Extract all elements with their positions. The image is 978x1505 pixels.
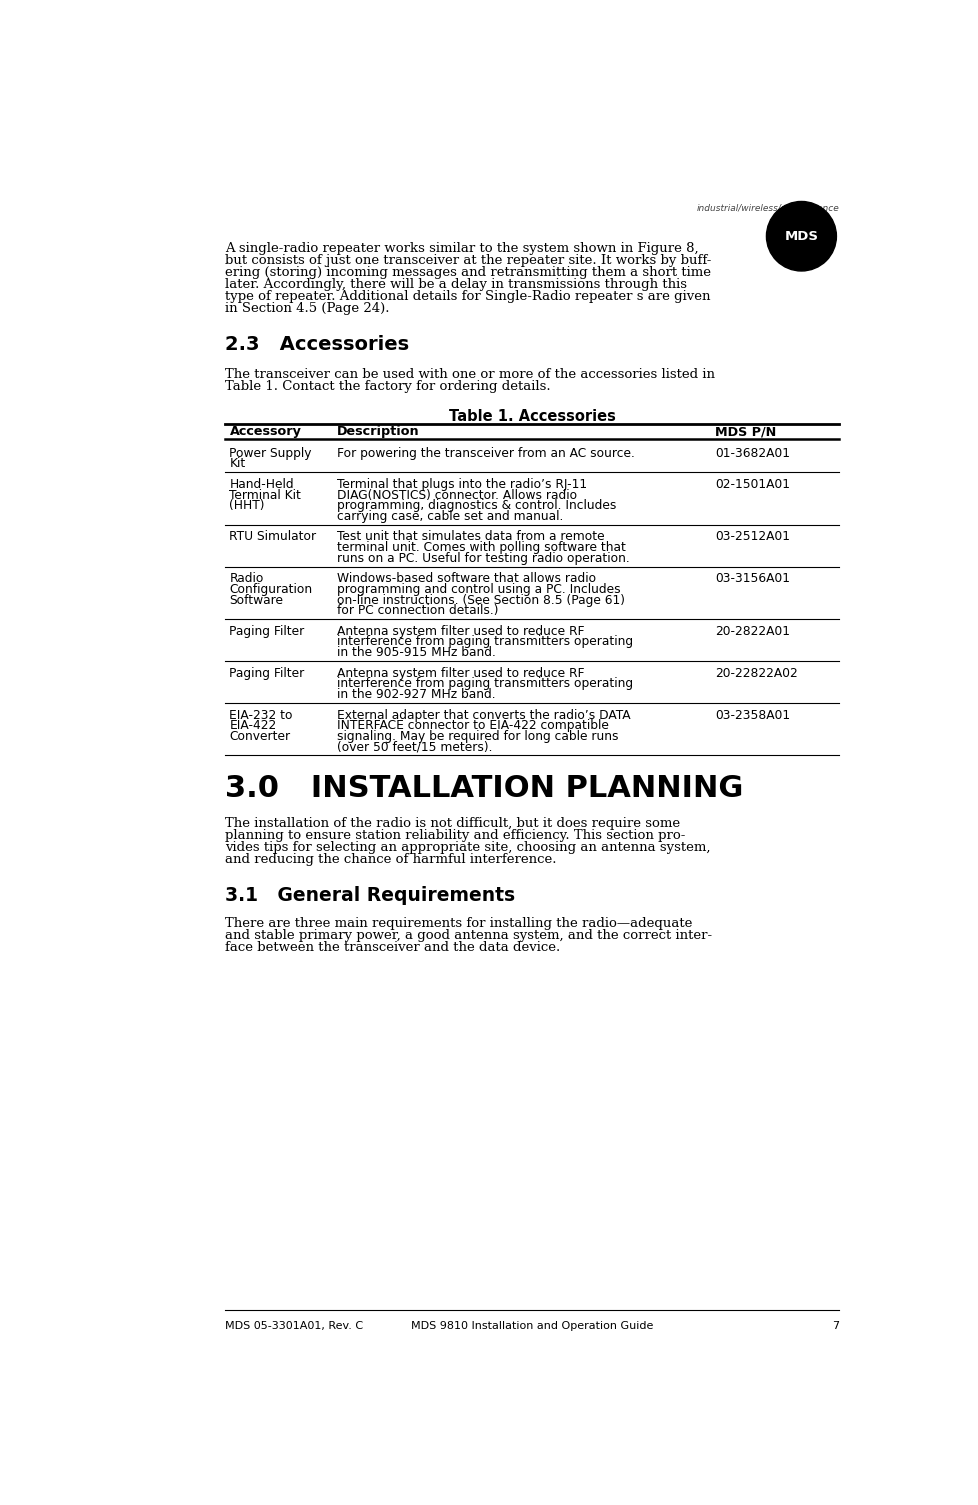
Text: Accessory: Accessory	[229, 426, 301, 438]
Text: vides tips for selecting an appropriate site, choosing an antenna system,: vides tips for selecting an appropriate …	[225, 841, 710, 853]
Text: 01-3682A01: 01-3682A01	[714, 447, 789, 459]
Text: programming, diagnostics & control. Includes: programming, diagnostics & control. Incl…	[336, 500, 616, 512]
Text: Converter: Converter	[229, 730, 290, 743]
Text: 03-3156A01: 03-3156A01	[714, 572, 789, 585]
Text: runs on a PC. Useful for testing radio operation.: runs on a PC. Useful for testing radio o…	[336, 552, 629, 564]
Text: (HHT): (HHT)	[229, 500, 265, 512]
Text: ering (storing) incoming messages and retransmitting them a short time: ering (storing) incoming messages and re…	[225, 266, 710, 278]
Text: 02-1501A01: 02-1501A01	[714, 479, 789, 491]
Text: Terminal Kit: Terminal Kit	[229, 489, 301, 501]
Text: Description: Description	[336, 426, 420, 438]
Text: A single-radio repeater works similar to the system shown in Figure 8,: A single-radio repeater works similar to…	[225, 242, 697, 256]
Text: in the 905-915 MHz band.: in the 905-915 MHz band.	[336, 646, 496, 659]
Text: Antenna system filter used to reduce RF: Antenna system filter used to reduce RF	[336, 667, 584, 680]
Text: on-line instructions. (See Section 8.5 (Page 61): on-line instructions. (See Section 8.5 (…	[336, 593, 624, 607]
Text: programming and control using a PC. Includes: programming and control using a PC. Incl…	[336, 582, 620, 596]
Text: carrying case, cable set and manual.: carrying case, cable set and manual.	[336, 510, 562, 522]
Text: Power Supply: Power Supply	[229, 447, 312, 459]
Text: External adapter that converts the radio’s DATA: External adapter that converts the radio…	[336, 709, 630, 721]
Text: and reducing the chance of harmful interference.: and reducing the chance of harmful inter…	[225, 853, 556, 865]
Text: Terminal that plugs into the radio’s RJ-11: Terminal that plugs into the radio’s RJ-…	[336, 479, 587, 491]
Text: face between the transceiver and the data device.: face between the transceiver and the dat…	[225, 941, 559, 954]
Text: planning to ensure station reliability and efficiency. This section pro-: planning to ensure station reliability a…	[225, 829, 685, 841]
Text: Hand-Held: Hand-Held	[229, 479, 293, 491]
Text: MDS P/N: MDS P/N	[714, 426, 776, 438]
Text: Test unit that simulates data from a remote: Test unit that simulates data from a rem…	[336, 530, 604, 543]
Text: interference from paging transmitters operating: interference from paging transmitters op…	[336, 677, 633, 691]
Text: Antenna system filter used to reduce RF: Antenna system filter used to reduce RF	[336, 625, 584, 638]
Text: signaling. May be required for long cable runs: signaling. May be required for long cabl…	[336, 730, 618, 743]
Text: type of repeater. Additional details for Single-Radio repeater s are given: type of repeater. Additional details for…	[225, 290, 710, 303]
Text: There are three main requirements for installing the radio—adequate: There are three main requirements for in…	[225, 917, 691, 930]
Text: 03-2358A01: 03-2358A01	[714, 709, 789, 721]
Text: Table 1. Accessories: Table 1. Accessories	[448, 408, 615, 423]
Text: in Section 4.5 (Page 24).: in Section 4.5 (Page 24).	[225, 303, 389, 315]
Text: RTU Simulator: RTU Simulator	[229, 530, 316, 543]
Text: Kit: Kit	[229, 458, 245, 470]
Text: 2.3   Accessories: 2.3 Accessories	[225, 336, 409, 354]
Text: EIA-422: EIA-422	[229, 719, 277, 733]
Text: terminal unit. Comes with polling software that: terminal unit. Comes with polling softwa…	[336, 540, 625, 554]
Text: Table 1. Contact the factory for ordering details.: Table 1. Contact the factory for orderin…	[225, 379, 550, 393]
Text: 20-2822A01: 20-2822A01	[714, 625, 789, 638]
Text: but consists of just one transceiver at the repeater site. It works by buff-: but consists of just one transceiver at …	[225, 254, 710, 266]
Text: Paging Filter: Paging Filter	[229, 667, 304, 680]
Text: Configuration: Configuration	[229, 582, 312, 596]
Text: (over 50 feet/15 meters).: (over 50 feet/15 meters).	[336, 740, 492, 754]
Text: later. Accordingly, there will be a delay in transmissions through this: later. Accordingly, there will be a dela…	[225, 278, 687, 290]
Text: MDS: MDS	[783, 230, 818, 242]
Text: For powering the transceiver from an AC source.: For powering the transceiver from an AC …	[336, 447, 634, 459]
Text: in the 902-927 MHz band.: in the 902-927 MHz band.	[336, 688, 495, 701]
Text: 3.0   INSTALLATION PLANNING: 3.0 INSTALLATION PLANNING	[225, 774, 742, 802]
Text: 7: 7	[831, 1321, 838, 1330]
Text: 3.1   General Requirements: 3.1 General Requirements	[225, 886, 514, 905]
Text: interference from paging transmitters operating: interference from paging transmitters op…	[336, 635, 633, 649]
Text: for PC connection details.): for PC connection details.)	[336, 604, 498, 617]
Text: Windows-based software that allows radio: Windows-based software that allows radio	[336, 572, 596, 585]
Text: DIAG(NOSTICS) connector. Allows radio: DIAG(NOSTICS) connector. Allows radio	[336, 489, 577, 501]
Text: 20-22822A02: 20-22822A02	[714, 667, 797, 680]
Text: The installation of the radio is not difficult, but it does require some: The installation of the radio is not dif…	[225, 817, 680, 829]
Text: industrial/wireless/performance: industrial/wireless/performance	[696, 203, 838, 212]
Text: 03-2512A01: 03-2512A01	[714, 530, 789, 543]
Text: Software: Software	[229, 593, 284, 607]
Text: and stable primary power, a good antenna system, and the correct inter-: and stable primary power, a good antenna…	[225, 929, 711, 942]
Text: Radio: Radio	[229, 572, 263, 585]
Text: The transceiver can be used with one or more of the accessories listed in: The transceiver can be used with one or …	[225, 367, 714, 381]
Text: MDS 05-3301A01, Rev. C: MDS 05-3301A01, Rev. C	[225, 1321, 363, 1330]
Circle shape	[766, 202, 835, 271]
Text: MDS 9810 Installation and Operation Guide: MDS 9810 Installation and Operation Guid…	[411, 1321, 652, 1330]
Text: Paging Filter: Paging Filter	[229, 625, 304, 638]
Text: INTERFACE connector to EIA-422 compatible: INTERFACE connector to EIA-422 compatibl…	[336, 719, 608, 733]
Text: EIA-232 to: EIA-232 to	[229, 709, 292, 721]
